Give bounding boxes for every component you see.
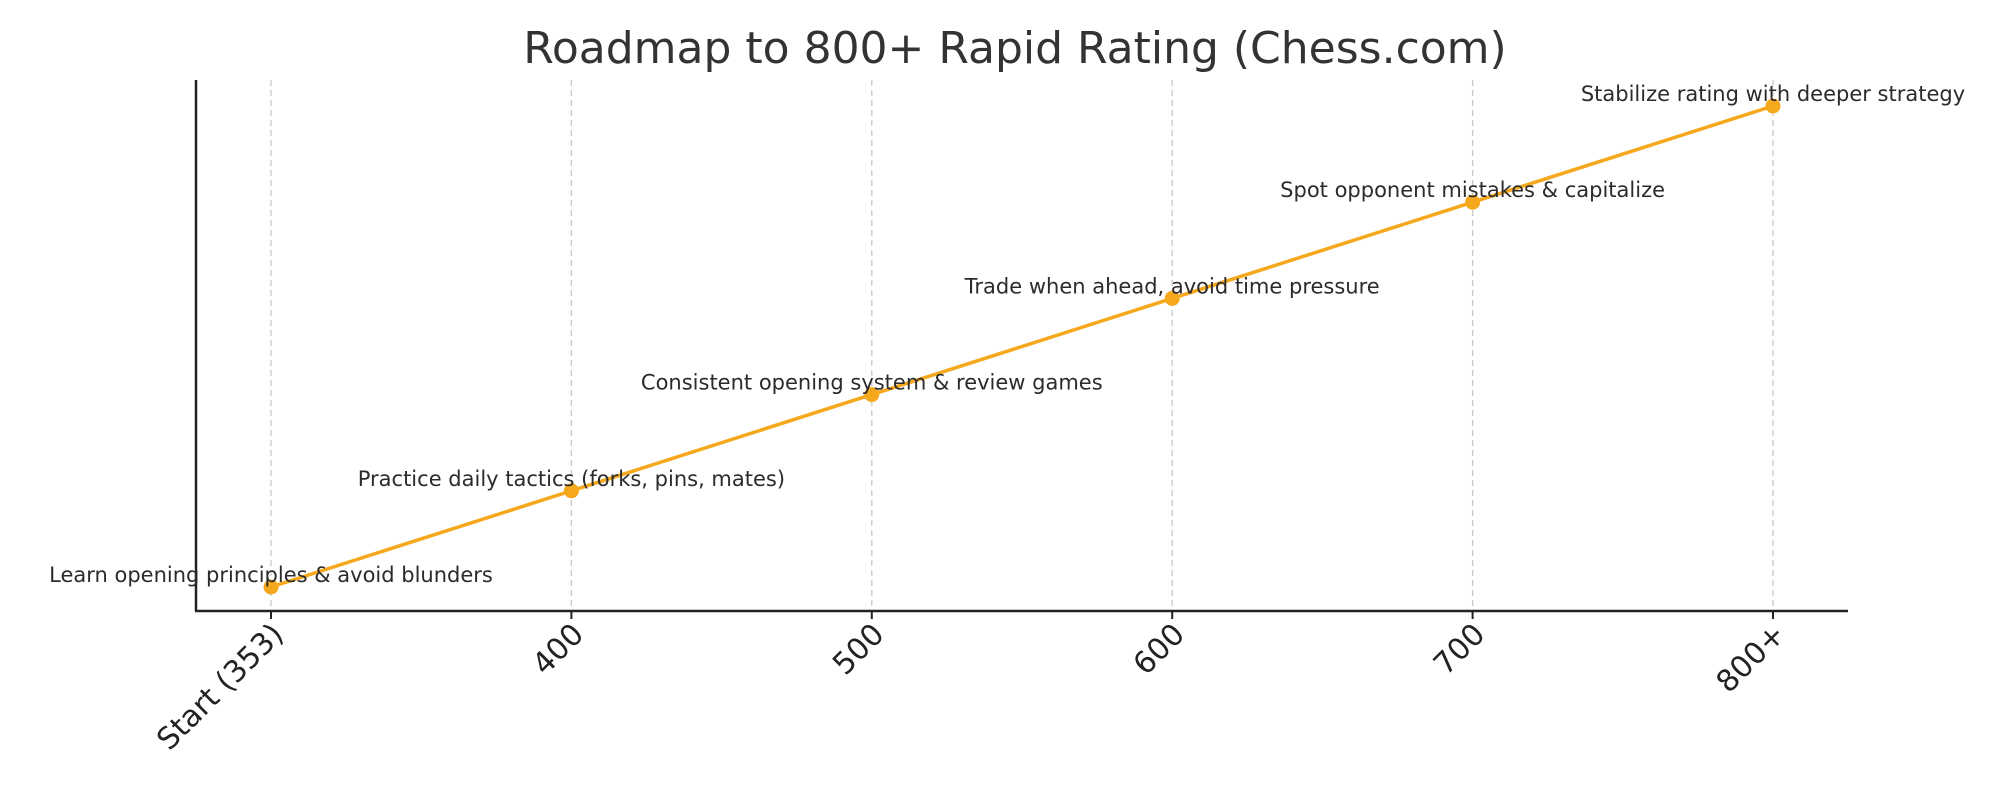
series-layer [263,98,1781,595]
data-point [563,483,579,499]
milestone-annotation: Trade when ahead, avoid time pressure [964,274,1380,298]
series-line [269,104,1775,589]
milestone-annotation: Practice daily tactics (forks, pins, mat… [358,467,785,491]
x-tick-label: 800+ [1710,617,1793,700]
milestone-annotation: Consistent opening system & review games [641,371,1103,395]
x-tick-label: Start (353) [150,617,290,757]
x-tick-label: 500 [826,617,891,682]
annotation-layer: Learn opening principles & avoid blunder… [49,82,1965,587]
x-tick-label: 400 [526,617,591,682]
milestone-annotation: Learn opening principles & avoid blunder… [49,563,493,587]
x-tick-label: 700 [1427,617,1492,682]
data-point [263,579,279,595]
chart-title: Roadmap to 800+ Rapid Rating (Chess.com) [523,23,1506,74]
data-point [1465,194,1481,210]
tick-layer: Start (353) 400 500 600 700 800+ [150,611,1793,757]
data-point [864,387,880,403]
milestone-annotation: Stabilize rating with deeper strategy [1581,82,1965,106]
data-point [1164,290,1180,306]
data-point [1765,98,1781,114]
grid-layer [270,80,1774,611]
milestone-annotation: Spot opponent mistakes & capitalize [1280,178,1665,202]
x-tick-label: 600 [1127,617,1192,682]
